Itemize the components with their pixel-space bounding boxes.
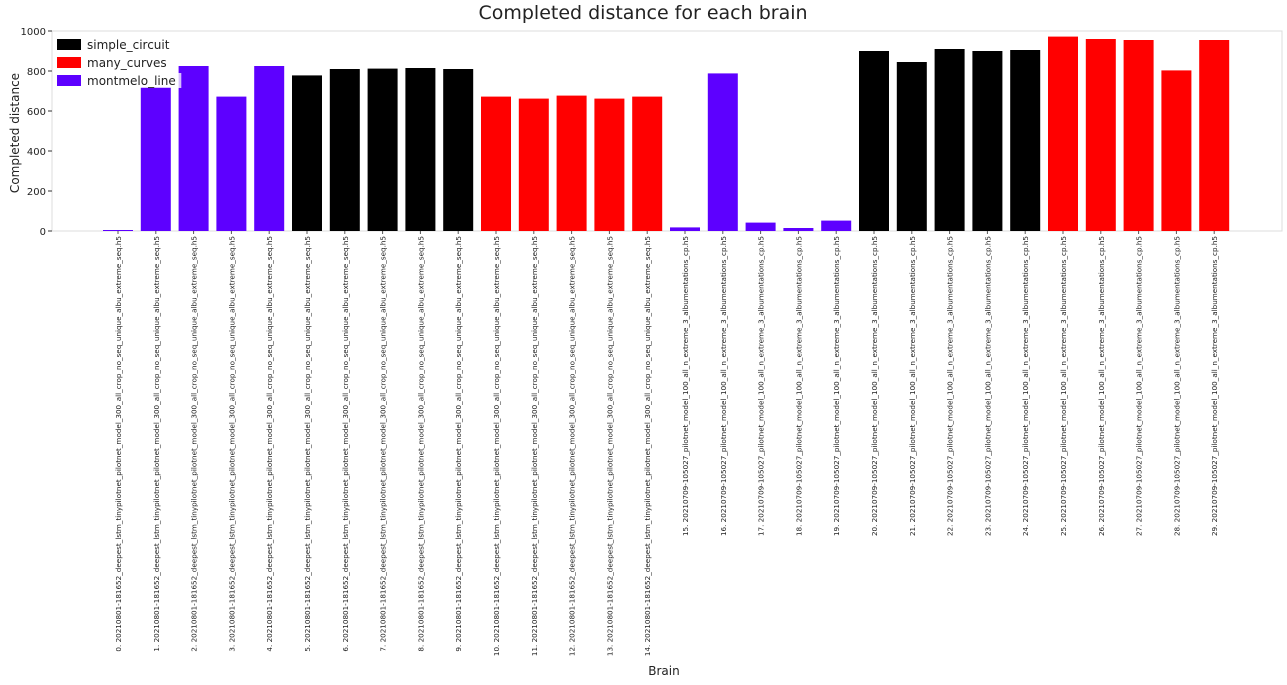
y-axis-label: Completed distance bbox=[8, 73, 22, 193]
x-tick-label: 17. 20210709-105027_pilotnet_model_100_a… bbox=[757, 236, 766, 536]
x-tick-label: 10. 20210801-181652_deepest_lstm_tinypil… bbox=[492, 236, 501, 656]
legend-label-bg bbox=[83, 55, 168, 70]
bar bbox=[254, 66, 285, 231]
x-tick-label: 7. 20210801-181652_deepest_lstm_tinypilo… bbox=[379, 236, 388, 652]
legend: simple_circuit many_curves montmelo_line bbox=[57, 37, 189, 88]
bar bbox=[140, 87, 171, 231]
y-tick-label: 200 bbox=[27, 187, 46, 198]
x-tick-label: 21. 20210709-105027_pilotnet_model_100_a… bbox=[908, 236, 917, 536]
bar bbox=[783, 228, 814, 231]
bar bbox=[670, 227, 700, 231]
legend-swatch bbox=[57, 75, 81, 86]
bar bbox=[443, 69, 474, 231]
bar bbox=[367, 68, 398, 231]
x-tick-label: 0. 20210801-181652_deepest_lstm_tinypilo… bbox=[114, 236, 123, 652]
x-tick-label: 5. 20210801-181652_deepest_lstm_tinypilo… bbox=[303, 236, 312, 652]
bar bbox=[405, 68, 436, 231]
x-axis-label: Brain bbox=[648, 664, 679, 678]
bar bbox=[178, 66, 209, 231]
legend-label: many_curves bbox=[87, 56, 167, 70]
x-tick-label: 11. 20210801-181652_deepest_lstm_tinypil… bbox=[530, 236, 539, 656]
x-tick-label: 8. 20210801-181652_deepest_lstm_tinypilo… bbox=[416, 236, 425, 652]
x-tick-label: 13. 20210801-181652_deepest_lstm_tinypil… bbox=[605, 236, 614, 656]
x-tick-label: 23. 20210709-105027_pilotnet_model_100_a… bbox=[983, 236, 992, 536]
legend-label: montmelo_line bbox=[87, 74, 176, 88]
x-tick-label: 26. 20210709-105027_pilotnet_model_100_a… bbox=[1097, 236, 1106, 536]
x-tick-label: 20. 20210709-105027_pilotnet_model_100_a… bbox=[870, 236, 879, 536]
bar bbox=[329, 69, 360, 231]
bar bbox=[1010, 50, 1041, 231]
y-tick-label: 400 bbox=[27, 147, 46, 158]
bar bbox=[821, 220, 852, 231]
x-tick-label: 1. 20210801-181652_deepest_lstm_tinypilo… bbox=[152, 236, 161, 652]
bar bbox=[518, 98, 549, 231]
bar bbox=[1085, 39, 1116, 231]
bar bbox=[594, 98, 625, 231]
chart-title: Completed distance for each brain bbox=[478, 2, 807, 24]
x-tick-label: 2. 20210801-181652_deepest_lstm_tinypilo… bbox=[190, 236, 199, 652]
bar bbox=[632, 96, 663, 231]
x-tick-label: 27. 20210709-105027_pilotnet_model_100_a… bbox=[1135, 236, 1144, 536]
bar bbox=[934, 49, 965, 231]
legend-label: simple_circuit bbox=[87, 38, 170, 52]
bar bbox=[707, 73, 738, 232]
bar bbox=[292, 75, 322, 232]
legend-label-bg bbox=[83, 73, 182, 88]
bar bbox=[481, 96, 511, 231]
bar bbox=[1123, 40, 1154, 231]
x-tick-label: 29. 20210709-105027_pilotnet_model_100_a… bbox=[1210, 236, 1219, 536]
legend-swatch bbox=[57, 39, 81, 50]
bar bbox=[745, 222, 776, 231]
x-tick-label: 25. 20210709-105027_pilotnet_model_100_a… bbox=[1059, 236, 1068, 536]
x-tick-label: 18. 20210709-105027_pilotnet_model_100_a… bbox=[794, 236, 803, 536]
bar bbox=[1048, 36, 1078, 231]
x-tick-label: 9. 20210801-181652_deepest_lstm_tinypilo… bbox=[454, 236, 463, 652]
legend-label-bg bbox=[83, 37, 189, 52]
plot-area: 0 200 400 600 800 1000 0. 20210801-181652_deep… bbox=[21, 27, 1283, 656]
x-tick-label: 6. 20210801-181652_deepest_lstm_tinypilo… bbox=[341, 236, 350, 652]
y-tick-label: 1000 bbox=[21, 27, 46, 38]
x-tick-label: 19. 20210709-105027_pilotnet_model_100_a… bbox=[832, 236, 841, 536]
axes-frame bbox=[51, 30, 1283, 232]
bar bbox=[1199, 40, 1230, 231]
x-tick-label: 4. 20210801-181652_deepest_lstm_tinypilo… bbox=[265, 236, 274, 652]
x-tick-label: 28. 20210709-105027_pilotnet_model_100_a… bbox=[1172, 236, 1181, 536]
y-tick-label: 600 bbox=[27, 107, 46, 118]
bar bbox=[859, 51, 889, 231]
legend-swatch bbox=[57, 57, 81, 68]
bar bbox=[556, 95, 587, 231]
x-tick-label: 22. 20210709-105027_pilotnet_model_100_a… bbox=[946, 236, 955, 536]
x-tick-label: 3. 20210801-181652_deepest_lstm_tinypilo… bbox=[227, 236, 236, 652]
bar bbox=[896, 62, 927, 231]
bar bbox=[1161, 70, 1192, 232]
x-tick-label: 14. 20210801-181652_deepest_lstm_tinypil… bbox=[643, 236, 652, 656]
bar bbox=[103, 230, 133, 231]
y-tick-label: 800 bbox=[27, 67, 46, 78]
bar bbox=[972, 51, 1003, 231]
y-tick-label: 0 bbox=[40, 227, 46, 238]
x-tick-label: 12. 20210801-181652_deepest_lstm_tinypil… bbox=[568, 236, 577, 656]
x-tick-label: 15. 20210709-105027_pilotnet_model_100_a… bbox=[681, 236, 690, 536]
x-tick-label: 24. 20210709-105027_pilotnet_model_100_a… bbox=[1021, 236, 1030, 536]
bar bbox=[216, 96, 247, 231]
x-tick-label: 16. 20210709-105027_pilotnet_model_100_a… bbox=[719, 236, 728, 536]
